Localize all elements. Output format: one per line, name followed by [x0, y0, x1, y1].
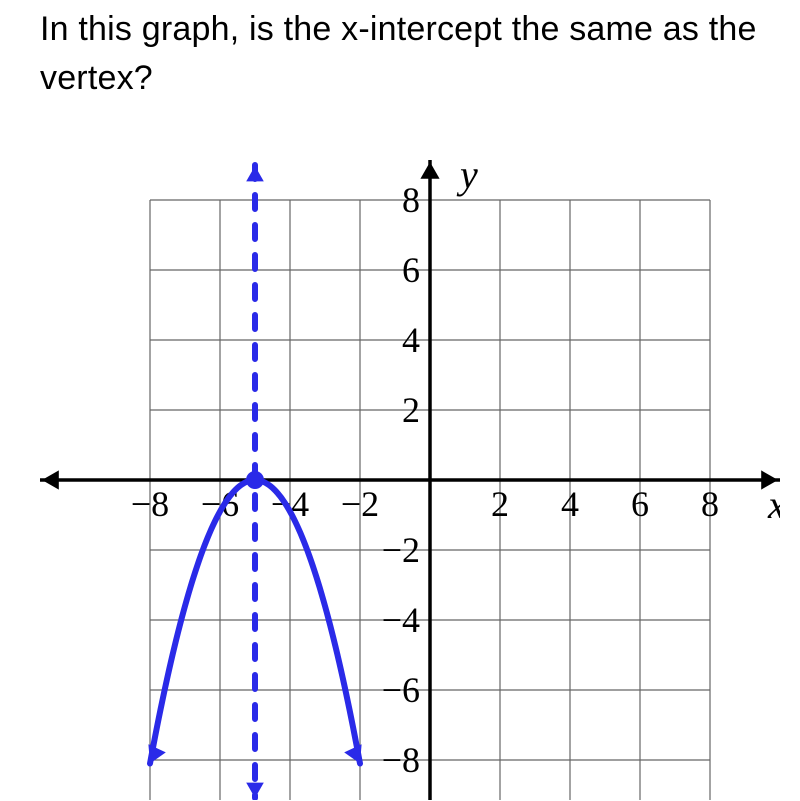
svg-text:−4: −4 — [382, 600, 420, 640]
svg-text:−2: −2 — [382, 530, 420, 570]
vertex-point — [246, 471, 264, 489]
svg-text:4: 4 — [561, 484, 579, 524]
svg-text:−8: −8 — [382, 740, 420, 780]
svg-text:4: 4 — [402, 320, 420, 360]
graph-container: −8−6−4−22468−8−6−4−22468yx — [40, 160, 780, 800]
svg-text:−8: −8 — [131, 484, 169, 524]
svg-text:6: 6 — [631, 484, 649, 524]
svg-text:8: 8 — [701, 484, 719, 524]
question-line1: In this graph, is the x-intercept the sa… — [40, 10, 757, 48]
svg-text:2: 2 — [402, 390, 420, 430]
y-axis-label: y — [456, 160, 478, 197]
svg-text:2: 2 — [491, 484, 509, 524]
svg-text:−2: −2 — [341, 484, 379, 524]
svg-text:6: 6 — [402, 250, 420, 290]
svg-text:−6: −6 — [382, 670, 420, 710]
x-axis-label: x — [767, 482, 780, 527]
graph-svg: −8−6−4−22468−8−6−4−22468yx — [40, 160, 780, 800]
svg-text:8: 8 — [402, 180, 420, 220]
question-text: In this graph, is the x-intercept the sa… — [40, 5, 760, 104]
question-line2: vertex? — [40, 59, 153, 97]
